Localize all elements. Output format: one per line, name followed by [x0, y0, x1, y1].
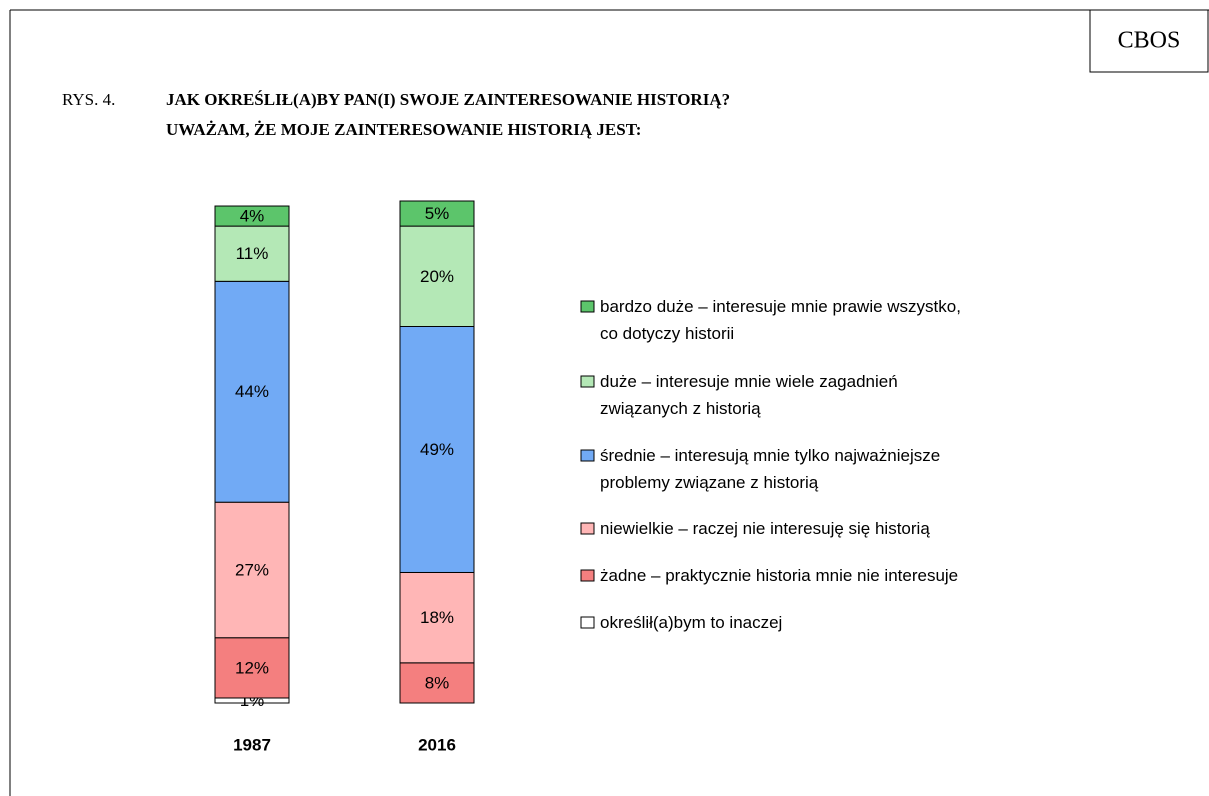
legend-label: bardzo duże – interesuje mnie prawie wsz…: [600, 297, 961, 343]
legend-swatch: [580, 449, 595, 462]
legend-swatch: [580, 522, 595, 535]
bar-segment: [214, 501, 290, 639]
chart-title: JAK OKREŚLIŁ(A)BY PAN(I) SWOJE ZAINTERES…: [166, 90, 730, 109]
x-tick-label: 2016: [418, 735, 456, 754]
data-label: 49%: [420, 440, 454, 459]
legend-label: żadne – praktycznie historia mnie nie in…: [600, 566, 959, 585]
data-label: 20%: [420, 267, 454, 286]
bar-segment: [214, 225, 290, 282]
legend-label: duże – interesuje mnie wiele zagadnień z…: [600, 372, 898, 418]
figure-label: RYS. 4.: [62, 90, 115, 109]
legend-label: niewielkie – raczej nie interesuję się h…: [600, 519, 930, 538]
data-label: 11%: [236, 244, 269, 263]
legend-label: określił(a)bym to inaczej: [600, 613, 783, 632]
brand-box: [1089, 9, 1209, 73]
legend-swatch: [580, 569, 595, 582]
bar-segment: [399, 200, 475, 227]
bar-segment: [399, 662, 475, 704]
brand: CBOS: [1118, 28, 1181, 54]
bar-segment: [399, 571, 475, 664]
data-label: 4%: [240, 207, 265, 226]
data-label: 8%: [425, 673, 450, 692]
data-label: 5%: [425, 204, 450, 223]
bar-segment: [214, 205, 290, 227]
data-label: 44%: [235, 382, 269, 401]
bar-segment: [214, 637, 290, 699]
data-label: 12%: [235, 658, 269, 677]
data-label: 18%: [420, 608, 454, 627]
chart-subtitle: UWAŻAM, ŻE MOJE ZAINTERESOWANIE HISTORIĄ…: [166, 120, 641, 139]
bar-segment: [399, 326, 475, 573]
legend-swatch: [580, 300, 595, 313]
legend-swatch: [580, 616, 595, 629]
bar-segment: [399, 225, 475, 328]
legend-label: średnie – interesują mnie tylko najważni…: [600, 446, 941, 492]
bar-segment: [214, 280, 290, 503]
data-label: 27%: [235, 560, 269, 579]
legend-swatch: [580, 375, 595, 388]
x-tick-label: 1987: [233, 735, 271, 754]
